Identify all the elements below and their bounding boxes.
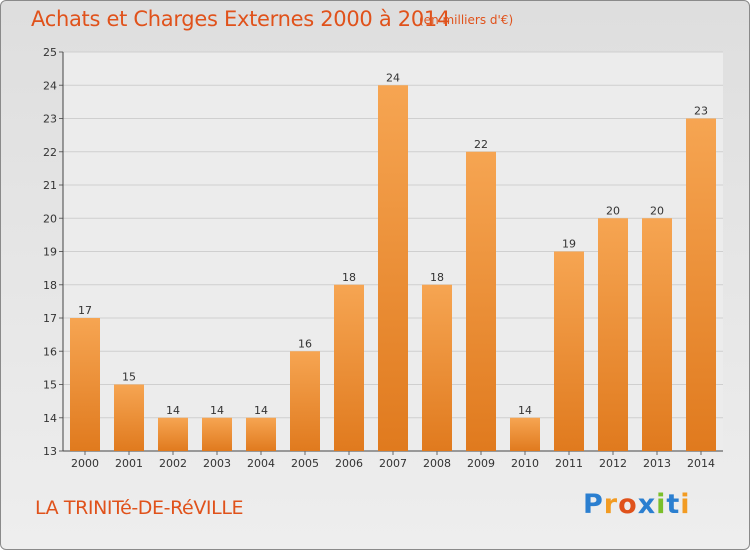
x-tick-label: 2008: [423, 457, 451, 470]
bar: [246, 417, 276, 451]
bar: [334, 284, 364, 451]
logo-letter: i: [656, 489, 667, 520]
place-name: LA TRINITé-DE-RéVILLE: [35, 497, 244, 519]
data-label: 16: [298, 337, 312, 350]
bar: [598, 218, 628, 451]
data-label: 22: [474, 138, 488, 151]
x-tick-label: 2010: [511, 457, 539, 470]
data-label: 19: [562, 238, 576, 251]
bar: [422, 284, 452, 451]
y-tick-label: 21: [43, 179, 57, 192]
data-label: 15: [122, 371, 136, 384]
x-tick-label: 2003: [203, 457, 231, 470]
bar: [554, 251, 584, 451]
chart-subtitle: (en milliers d'€): [419, 13, 514, 27]
y-tick-label: 24: [43, 79, 57, 92]
data-label: 18: [430, 271, 444, 284]
y-tick-label: 22: [43, 146, 57, 159]
data-label: 20: [650, 204, 664, 217]
x-tick-label: 2013: [643, 457, 671, 470]
logo-letter: r: [603, 489, 619, 520]
bar: [642, 218, 672, 451]
data-label: 14: [210, 404, 224, 417]
y-tick-label: 25: [43, 46, 57, 59]
logo-letter: P: [583, 489, 604, 520]
data-label: 18: [342, 271, 356, 284]
x-tick-label: 2012: [599, 457, 627, 470]
bar: [114, 384, 144, 451]
data-label: 24: [386, 71, 400, 84]
y-tick-label: 14: [43, 412, 57, 425]
x-tick-label: 2005: [291, 457, 319, 470]
y-tick-label: 13: [43, 445, 57, 458]
bar: [466, 151, 496, 451]
data-label: 17: [78, 304, 92, 317]
y-tick-label: 18: [43, 279, 57, 292]
bar: [70, 318, 100, 451]
x-tick-label: 2006: [335, 457, 363, 470]
x-tick-label: 2000: [71, 457, 99, 470]
x-tick-label: 2009: [467, 457, 495, 470]
bar: [686, 118, 716, 451]
bar: [290, 351, 320, 451]
x-tick-label: 2011: [555, 457, 583, 470]
data-label: 14: [166, 404, 180, 417]
proxiti-logo: Proxiti: [583, 489, 691, 520]
bar: [378, 85, 408, 451]
bar: [510, 417, 540, 451]
y-tick-label: 19: [43, 246, 57, 259]
y-tick-label: 23: [43, 113, 57, 126]
bar: [158, 417, 188, 451]
y-tick-label: 15: [43, 379, 57, 392]
x-tick-label: 2001: [115, 457, 143, 470]
x-tick-label: 2014: [687, 457, 715, 470]
x-tick-label: 2007: [379, 457, 407, 470]
data-label: 23: [694, 105, 708, 118]
y-tick-label: 20: [43, 212, 57, 225]
logo-letter: i: [680, 489, 691, 520]
logo-letter: o: [618, 489, 638, 520]
data-label: 20: [606, 204, 620, 217]
x-tick-label: 2002: [159, 457, 187, 470]
bar: [202, 417, 232, 451]
x-tick-label: 2004: [247, 457, 275, 470]
data-label: 14: [254, 404, 268, 417]
y-tick-label: 17: [43, 312, 57, 325]
y-tick-label: 16: [43, 345, 57, 358]
data-label: 14: [518, 404, 532, 417]
chart-title: Achats et Charges Externes 2000 à 2014: [31, 7, 451, 31]
logo-letter: t: [666, 489, 681, 520]
logo-letter: x: [637, 489, 657, 520]
